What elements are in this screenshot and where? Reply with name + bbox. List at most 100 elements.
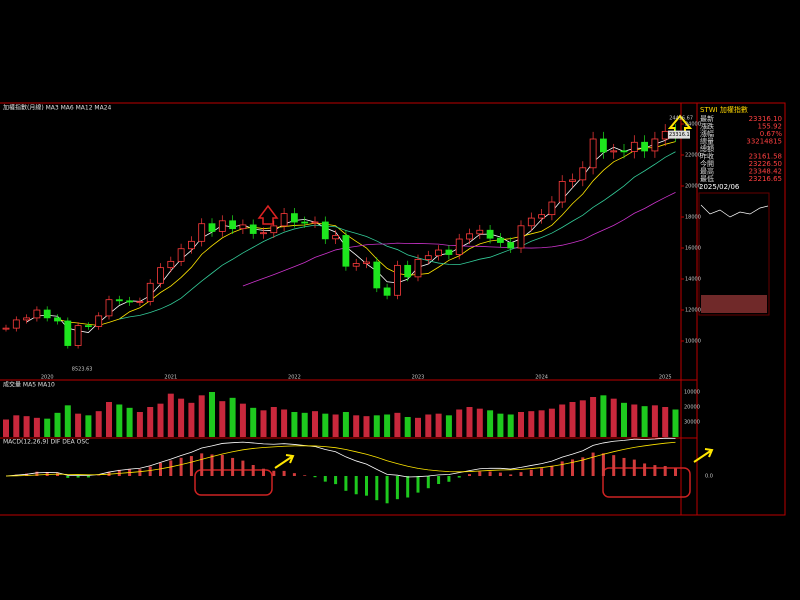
- macd-bar: [612, 455, 616, 476]
- candle: [404, 264, 412, 278]
- quote-panel: [696, 102, 786, 516]
- macd-bar: [385, 476, 389, 504]
- candle: [548, 201, 556, 216]
- candle: [12, 319, 20, 329]
- macd-bar: [529, 469, 533, 476]
- price-tick-label: 20000: [685, 184, 701, 190]
- macd-bar: [210, 454, 214, 476]
- volume-bar: [64, 405, 71, 437]
- macd-bar: [86, 476, 90, 478]
- macd-bar: [179, 457, 183, 476]
- volume-bar: [322, 413, 329, 437]
- volume-bar: [33, 417, 40, 437]
- macd-bar: [66, 476, 70, 478]
- quote-date: 2025/02/06: [699, 183, 740, 191]
- macd-bar: [622, 457, 626, 476]
- candle: [43, 309, 51, 319]
- volume-bar: [672, 409, 679, 437]
- quote-value: 0.67%: [760, 130, 783, 138]
- candle: [435, 249, 443, 257]
- last-price-box: [668, 130, 690, 139]
- quote-value: 23316.10: [749, 115, 782, 123]
- macd-bar: [262, 468, 265, 476]
- quote-label: 最新: [700, 114, 714, 123]
- volume-bar: [281, 409, 288, 437]
- macd-bar: [148, 466, 152, 476]
- moving-average: [119, 151, 676, 320]
- volume-bar: [518, 412, 524, 437]
- volume-bar: [85, 415, 92, 437]
- volume-bar: [435, 413, 442, 437]
- x-label: 2022: [288, 375, 301, 381]
- volume-bar: [487, 410, 494, 437]
- volume-bar: [167, 393, 174, 437]
- volume-bar: [600, 395, 607, 437]
- volume-bar: [456, 409, 463, 437]
- volume-bar: [363, 416, 370, 437]
- macd-bar: [601, 453, 605, 476]
- volume-bar: [631, 404, 638, 437]
- volume-bar: [538, 410, 545, 437]
- candle: [198, 223, 206, 242]
- macd-bar: [663, 466, 667, 476]
- candle: [610, 150, 618, 153]
- macd-bar: [334, 476, 338, 485]
- volume-bar: [13, 415, 20, 437]
- volume-bar: [384, 414, 391, 437]
- candle: [651, 138, 659, 152]
- volume-bar: [270, 407, 277, 437]
- x-label: 2024: [535, 375, 548, 381]
- dif-line: [5, 437, 676, 478]
- volume-bar: [198, 395, 205, 437]
- macd-bar: [365, 476, 368, 496]
- x-label: 2023: [412, 375, 425, 381]
- candle: [167, 260, 175, 269]
- arrow: [693, 448, 714, 463]
- candle: [476, 229, 484, 235]
- volume-tick-label: 10000: [684, 390, 700, 396]
- macd-bar: [498, 472, 502, 476]
- quote-value: 33214815: [746, 138, 782, 146]
- candle: [157, 267, 164, 284]
- volume-bar: [497, 413, 504, 437]
- macd-bar: [653, 465, 657, 476]
- macd-bar: [581, 457, 585, 476]
- macd-bar: [674, 468, 677, 476]
- candle: [383, 287, 391, 296]
- macd-bar: [344, 476, 348, 491]
- volume-bar: [178, 398, 185, 437]
- macd-bar: [416, 476, 420, 493]
- volume-bar: [425, 414, 432, 437]
- quote-label: 總額: [700, 144, 714, 153]
- macd-bar: [117, 469, 121, 476]
- volume-bar: [610, 398, 617, 437]
- x-label: 2025: [659, 375, 672, 381]
- price-tick-label: 22000: [685, 153, 701, 159]
- macd-bar: [189, 456, 193, 476]
- candle: [23, 317, 31, 321]
- candle: [239, 224, 247, 230]
- candle: [208, 223, 216, 232]
- candle: [517, 225, 525, 249]
- quote-label: 昨收: [700, 152, 714, 161]
- volume-bar: [147, 407, 154, 437]
- candle: [105, 299, 113, 317]
- volume-bar: [621, 402, 627, 437]
- candle: [445, 249, 453, 255]
- macd-bar: [643, 463, 647, 476]
- volume-bar: [301, 412, 308, 437]
- candle: [332, 235, 340, 240]
- volume-bar: [106, 402, 112, 437]
- macd-bar: [138, 469, 142, 476]
- macd-bar: [76, 476, 80, 478]
- volume-bar: [3, 419, 9, 437]
- quote-title: STWI 加權指數: [700, 105, 748, 114]
- candle: [414, 258, 422, 278]
- volume-bar: [188, 402, 195, 437]
- plot: 24000 22000 20000 18000 16000 14000 12000 10000…: [2, 116, 713, 504]
- mini-volume: [701, 295, 767, 313]
- volume-bar: [136, 412, 143, 437]
- volume-bar: [209, 392, 215, 437]
